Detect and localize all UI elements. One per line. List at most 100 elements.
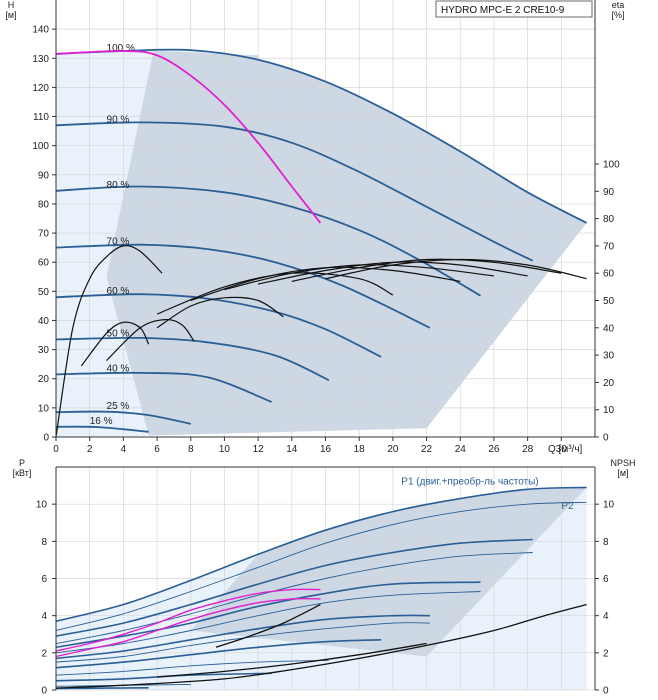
eta-curve (291, 258, 562, 282)
speed-label: 60 % (107, 286, 130, 297)
npsh-curve (215, 603, 321, 648)
bottom-y-label-left: P (19, 458, 25, 468)
top-axes: 0102030405060708090100110120130140010203… (5, 0, 625, 455)
npsh-curve (55, 603, 587, 689)
x-tick-label: 30 (556, 444, 568, 455)
power-curve (55, 672, 272, 682)
speed-label: 50 % (107, 328, 130, 339)
power-curve (55, 501, 587, 631)
x-tick-label: 0 (53, 444, 59, 455)
npsh-tick-label: 0 (603, 686, 609, 697)
x-tick-label: 26 (488, 444, 500, 455)
x-tick-label: 10 (219, 444, 231, 455)
y-tick-label: 120 (32, 83, 49, 94)
y-tick-label: 30 (38, 345, 50, 356)
y-tick-label: 0 (41, 686, 47, 697)
head-curve (55, 336, 330, 382)
power-curve (55, 622, 430, 663)
eta-tick-label: 40 (603, 323, 615, 334)
bottom-axes: 0 2 4 6 8 10 0 2 4 6 8 10 P[кВт] NPSH[м] (13, 458, 636, 697)
head-curve (55, 410, 191, 425)
x-tick-label: 18 (354, 444, 366, 455)
eta-tick-label: 70 (603, 241, 615, 252)
eta-tick-label: 10 (603, 405, 615, 416)
head-curve (55, 185, 481, 297)
npsh-tick-label: 4 (603, 611, 609, 622)
title-box: HYDRO MPC-E 2 CRE10-9 (435, 0, 593, 18)
eta-tick-label: 50 (603, 296, 615, 307)
head-curve (55, 48, 588, 224)
eta-tick-label: 30 (603, 351, 615, 362)
eta-tick-label: 80 (603, 214, 615, 225)
top-curves: 100 % 90 % 80 % 70 % 60 % 50 % 40 % 25 % 16 % (55, 43, 588, 438)
eta-tick-label: 100 (603, 160, 620, 171)
eta-curve (80, 321, 150, 367)
y-axis-label-left: H (8, 0, 15, 10)
speed-label: 16 % (90, 416, 113, 427)
y-axis-label-right: [%] (611, 10, 624, 20)
y-tick-label: 60 (38, 258, 50, 269)
x-tick-label: 4 (121, 444, 127, 455)
speed-label: 90 % (107, 114, 130, 125)
eta-curve (106, 318, 195, 362)
power-npsh-plot: P1 (двиг.+преобр-ль частоты) P2 0 2 4 6 8 10 0 2… (13, 458, 636, 697)
power-curve (55, 552, 533, 644)
y-tick-label: 80 (38, 199, 50, 210)
highlight-power-curve (55, 588, 321, 652)
bottom-y-label-right: [м] (617, 468, 628, 478)
power-curve (55, 614, 430, 660)
eta-tick-label: 90 (603, 187, 615, 198)
x-tick-label: 22 (421, 444, 433, 455)
npsh-tick-label: 10 (603, 500, 615, 511)
power-curve (55, 687, 149, 690)
y-tick-label: 6 (41, 574, 47, 585)
npsh-tick-label: 8 (603, 537, 609, 548)
y-tick-label: 70 (38, 229, 50, 240)
bottom-curves: P1 (двиг.+преобр-ль частоты) P2 (55, 476, 587, 690)
eta-tick-label: 0 (603, 433, 609, 444)
bottom-area-dark (190, 487, 587, 657)
y-axis-label-right: eta (612, 0, 625, 10)
head-curve (55, 293, 382, 358)
y-tick-label: 130 (32, 54, 49, 65)
bottom-y-label-left: [кВт] (13, 468, 32, 478)
y-tick-label: 90 (38, 170, 50, 181)
y-tick-label: 0 (43, 433, 49, 444)
speed-label: 100 % (107, 43, 135, 54)
area-dark (106, 50, 587, 436)
speed-label: 40 % (107, 363, 130, 374)
y-axis-label-left: [м] (5, 10, 16, 20)
eta-curve (156, 296, 284, 329)
eta-tick-label: 60 (603, 269, 615, 280)
x-tick-label: 16 (320, 444, 332, 455)
y-tick-label: 10 (36, 500, 48, 511)
npsh-tick-label: 6 (603, 574, 609, 585)
x-tick-label: 2 (87, 444, 93, 455)
speed-label: 25 % (107, 401, 130, 412)
head-curve (55, 243, 431, 329)
eta-tick-label: 20 (603, 378, 615, 389)
y-tick-label: 50 (38, 287, 50, 298)
power-curve (55, 581, 481, 649)
x-tick-label: 20 (387, 444, 399, 455)
x-tick-label: 8 (188, 444, 194, 455)
head-curve (55, 121, 534, 262)
chart-title: HYDRO MPC-E 2 CRE10-9 (441, 5, 565, 16)
x-tick-label: 28 (522, 444, 534, 455)
power-curve (55, 659, 329, 676)
eta-curve (55, 245, 163, 438)
power-curve (55, 538, 533, 637)
y-tick-label: 8 (41, 537, 47, 548)
series-label: P2 (561, 501, 574, 512)
highlight-curve (55, 50, 322, 224)
y-tick-label: 40 (38, 316, 50, 327)
highlight-power-curve (55, 597, 321, 658)
power-curve (55, 639, 382, 669)
y-tick-label: 20 (38, 374, 50, 385)
power-curve (55, 591, 481, 654)
x-tick-label: 14 (286, 444, 298, 455)
y-tick-label: 110 (33, 112, 49, 123)
y-tick-label: 2 (41, 648, 47, 659)
x-tick-label: 6 (154, 444, 160, 455)
